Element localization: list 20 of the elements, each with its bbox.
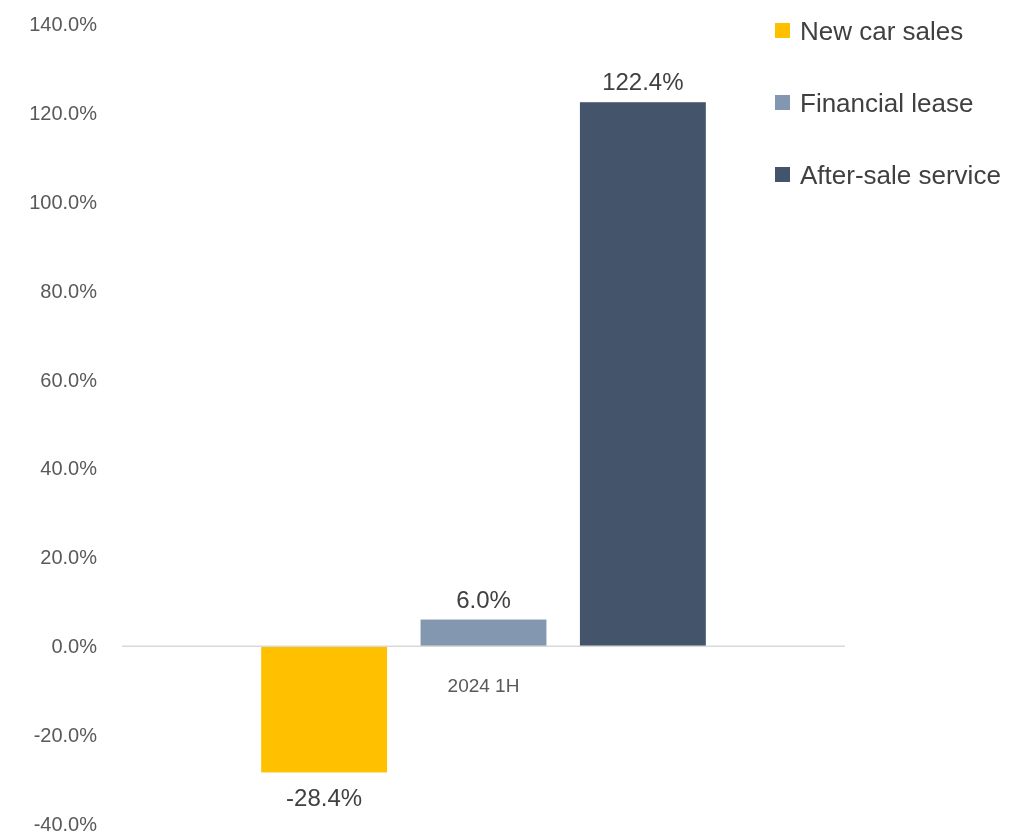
legend-label: New car sales — [800, 16, 964, 46]
bar — [420, 619, 547, 647]
y-tick-label: 120.0% — [29, 101, 98, 124]
y-tick-label: 100.0% — [29, 190, 98, 213]
y-tick-label: -40.0% — [33, 813, 98, 834]
bar — [261, 646, 388, 773]
data-label: 6.0% — [456, 585, 511, 613]
y-tick-label: 80.0% — [40, 279, 98, 302]
y-tick-label: 140.0% — [29, 13, 98, 35]
y-tick-label: -20.0% — [33, 724, 98, 747]
data-label: 122.4% — [602, 68, 684, 96]
y-tick-label: 0.0% — [51, 635, 98, 658]
legend-label: After-sale service — [800, 160, 1001, 190]
x-tick-label: 2024 1H — [447, 675, 520, 697]
y-tick-label: 20.0% — [40, 546, 98, 569]
y-tick-label: 40.0% — [40, 457, 98, 480]
data-label: -28.4% — [286, 784, 363, 812]
y-tick-label: 60.0% — [40, 368, 98, 391]
legend-label: Financial lease — [800, 88, 974, 118]
bar — [579, 102, 706, 647]
